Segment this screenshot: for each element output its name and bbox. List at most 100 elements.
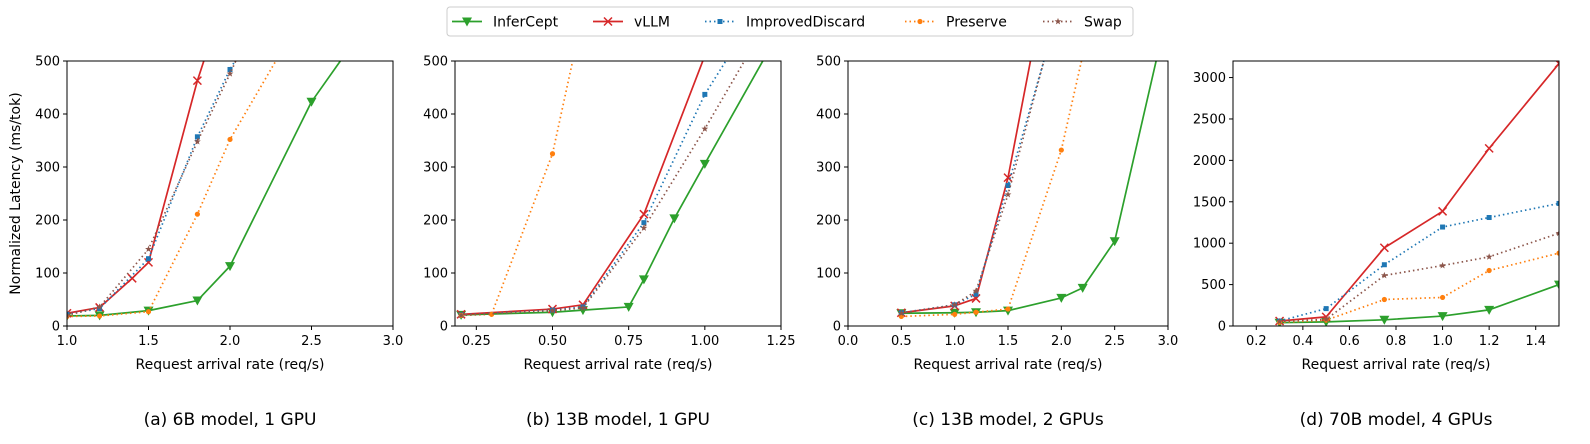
plot-area xyxy=(1274,61,1559,326)
x-axis-label: Request arrival rate (req/s) xyxy=(1301,357,1490,373)
y-tick-label: 400 xyxy=(35,108,60,123)
x-axis-label: Request arrival rate (req/s) xyxy=(135,357,324,373)
data-point-swap-1 xyxy=(549,307,556,314)
data-point-improveddiscard-3 xyxy=(194,134,200,140)
x-tick-label: 1.0 xyxy=(1432,334,1453,349)
data-point-improveddiscard-5 xyxy=(1556,200,1559,206)
data-point-infercept-5 xyxy=(1077,283,1088,293)
data-point-infercept-4 xyxy=(1484,305,1495,315)
data-point-infercept-3 xyxy=(192,296,203,306)
data-point-infercept-5 xyxy=(1554,280,1559,290)
data-point-vllm-3 xyxy=(1003,173,1013,183)
chart-panel-4: 0.2 0.4 0.6 0.8 1.0 1.2 1.4 0 500 1000 1500 2000 250… xyxy=(1193,60,1560,430)
chart-panel-2: 0.25 0.50 0.75 1.00 1.25 0 100 200 300 400 500 Requ… xyxy=(423,55,795,431)
plot-area xyxy=(67,61,342,321)
data-point-vllm-0 xyxy=(67,308,72,318)
panel-caption: (c) 13B model, 2 GPUs xyxy=(912,410,1104,430)
y-tick-label: 500 xyxy=(1201,278,1226,293)
data-point-swap-2 xyxy=(579,304,587,311)
x-tick-label: 2.5 xyxy=(1104,334,1125,349)
data-point-infercept-4 xyxy=(1056,293,1067,303)
data-point-swap-1 xyxy=(1322,315,1330,323)
series-line-vllm xyxy=(1279,62,1559,322)
series-line-vllm xyxy=(461,61,704,316)
data-point-swap-0 xyxy=(897,309,905,317)
legend-entry-vllm: vLLM xyxy=(593,15,670,31)
data-point-swap-2 xyxy=(972,287,980,294)
data-point-infercept-4 xyxy=(638,275,649,285)
data-point-preserve-2 xyxy=(145,309,152,315)
y-tick-label: 300 xyxy=(816,161,841,176)
y-tick-label: 400 xyxy=(816,108,841,123)
data-point-preserve-3 xyxy=(1439,294,1446,301)
data-point-preserve-5 xyxy=(1556,250,1559,256)
chart-panel-1: 1.0 1.5 2.0 2.5 3.0 0 100 200 300 400 500 Request a… xyxy=(8,55,403,431)
data-point-infercept-3 xyxy=(1437,312,1448,322)
data-point-preserve-2 xyxy=(973,309,979,315)
data-point-preserve-3 xyxy=(1005,306,1011,312)
series-line-improveddiscard xyxy=(1279,202,1559,322)
series-line-preserve xyxy=(67,61,277,318)
x-tick-label: 1.5 xyxy=(998,334,1019,349)
y-tick-label: 0 xyxy=(1218,320,1226,335)
y-tick-label: 0 xyxy=(52,320,60,335)
data-point-infercept-5 xyxy=(669,214,680,224)
data-point-infercept-6 xyxy=(1109,237,1120,247)
data-point-infercept-3 xyxy=(623,302,634,312)
series-line-swap xyxy=(461,61,746,317)
x-tick-label: 0.6 xyxy=(1339,334,1360,349)
y-tick-label: 500 xyxy=(423,55,448,70)
data-point-swap-4 xyxy=(1485,253,1493,260)
panel-caption: (b) 13B model, 1 GPU xyxy=(526,410,710,430)
y-tick-label: 200 xyxy=(35,214,60,229)
data-point-improveddiscard-3 xyxy=(1440,224,1446,230)
y-tick-label: 2500 xyxy=(1193,112,1226,127)
data-point-swap-5 xyxy=(1555,229,1559,237)
data-point-vllm-2 xyxy=(971,293,981,303)
data-point-improveddiscard-3 xyxy=(1005,183,1011,189)
data-point-swap-2 xyxy=(1380,271,1388,279)
y-tick-label: 300 xyxy=(423,161,448,176)
data-point-preserve-4 xyxy=(1486,267,1492,274)
panel-caption: (d) 70B model, 4 GPUs xyxy=(1300,410,1493,430)
data-point-vllm-2 xyxy=(127,273,137,283)
axes-frame xyxy=(66,60,394,327)
x-tick-label: 0.0 xyxy=(838,334,859,349)
legend-marker-preserve xyxy=(917,18,923,25)
data-point-preserve-3 xyxy=(194,211,200,217)
data-point-improveddiscard-4 xyxy=(227,66,233,72)
legend: InferCept vLLM ImprovedDiscard Preserve Swap xyxy=(446,6,1134,37)
y-tick-label: 0 xyxy=(833,320,841,335)
legend-entry-improveddiscard: ImprovedDiscard xyxy=(705,15,865,31)
data-point-improveddiscard-4 xyxy=(702,91,708,97)
axes-frame xyxy=(1232,60,1560,327)
x-tick-label: 0.5 xyxy=(891,334,912,349)
data-point-infercept-4 xyxy=(225,262,235,272)
legend-marker-infercept xyxy=(462,17,472,27)
series-line-preserve xyxy=(901,61,1083,318)
data-point-preserve-4 xyxy=(227,136,233,143)
data-point-improveddiscard-2 xyxy=(1381,262,1387,268)
data-point-improveddiscard-1 xyxy=(97,306,103,312)
data-point-swap-2 xyxy=(145,245,152,253)
data-point-improveddiscard-1 xyxy=(1323,306,1329,312)
x-tick-label: 0.25 xyxy=(462,334,491,349)
series-line-swap xyxy=(901,61,1045,315)
x-axis-label: Request arrival rate (req/s) xyxy=(913,357,1102,373)
x-tick-label: 3.0 xyxy=(383,334,404,349)
data-point-swap-3 xyxy=(1004,190,1012,198)
series-line-infercept xyxy=(1279,283,1559,324)
y-tick-label: 3000 xyxy=(1193,71,1226,86)
x-tick-label: 1.4 xyxy=(1525,334,1546,349)
data-point-preserve-2 xyxy=(1381,296,1387,303)
x-tick-label: 1.0 xyxy=(57,334,78,349)
x-tick-label: 0.4 xyxy=(1293,334,1314,349)
y-tick-label: 1500 xyxy=(1193,195,1226,210)
x-tick-label: 3.0 xyxy=(1158,334,1179,349)
legend-label-infercept: InferCept xyxy=(493,15,559,31)
series-line-swap xyxy=(67,61,237,317)
axes-frame xyxy=(454,60,782,327)
legend-entry-swap: Swap xyxy=(1043,15,1122,31)
legend-label-improveddiscard: ImprovedDiscard xyxy=(746,15,865,31)
